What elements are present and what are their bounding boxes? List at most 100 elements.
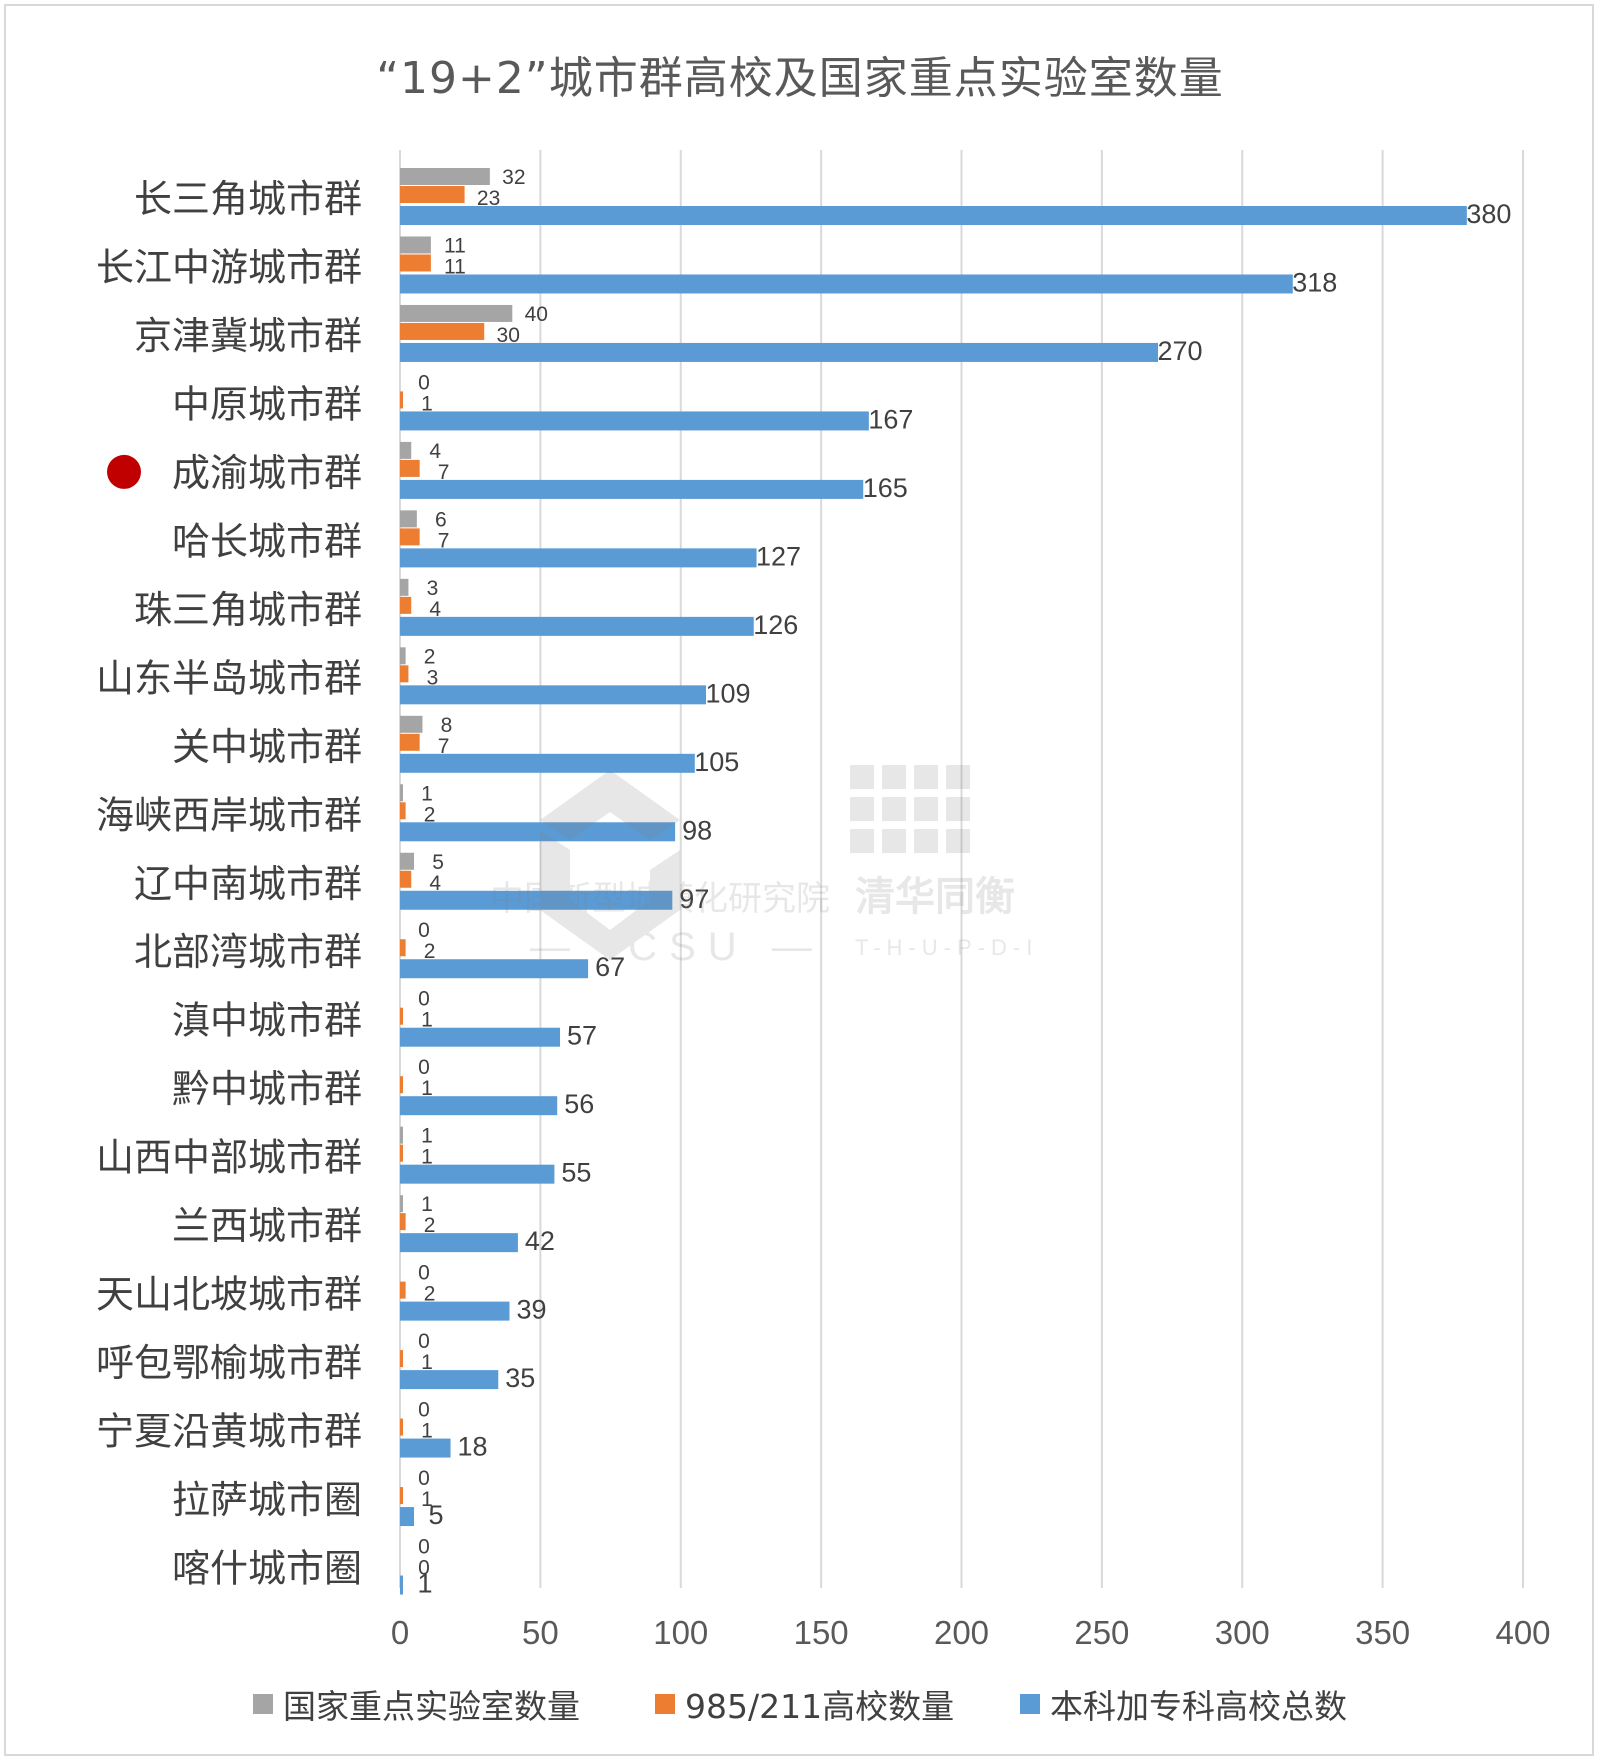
data-label: 57 bbox=[567, 1021, 597, 1051]
x-tick-label: 250 bbox=[1074, 1614, 1129, 1651]
bar bbox=[400, 596, 412, 614]
data-label: 4 bbox=[429, 872, 441, 895]
bar bbox=[400, 1233, 518, 1253]
x-tick-label: 0 bbox=[391, 1614, 409, 1651]
data-label: 0 bbox=[418, 1536, 430, 1559]
bar bbox=[400, 1213, 406, 1231]
category-label: 兰西城市群 bbox=[172, 1206, 362, 1248]
legend-swatch-labs bbox=[253, 1694, 273, 1714]
data-label: 0 bbox=[418, 1262, 430, 1285]
legend-label-labs: 国家重点实验室数量 bbox=[283, 1687, 580, 1726]
data-label: 42 bbox=[525, 1226, 555, 1256]
bars bbox=[400, 168, 1467, 1595]
data-label: 1 bbox=[421, 782, 433, 805]
bar bbox=[400, 342, 1159, 362]
category-label: 滇中城市群 bbox=[172, 1001, 362, 1043]
category-labels: 长三角城市群长江中游城市群京津冀城市群中原城市群成渝城市群哈长城市群珠三角城市群… bbox=[96, 179, 362, 1591]
bar bbox=[400, 441, 412, 459]
category-label: 拉萨城市圈 bbox=[172, 1480, 362, 1522]
chart-frame bbox=[4, 4, 1594, 1756]
bar bbox=[400, 1301, 510, 1321]
category-label: 中原城市群 bbox=[172, 384, 362, 426]
bar bbox=[400, 685, 707, 705]
watermark-org-en: — ICSU — bbox=[530, 925, 824, 969]
data-label: 1 bbox=[421, 1009, 433, 1032]
legend-item-total: 本科加专科高校总数 bbox=[1020, 1680, 1347, 1728]
bar bbox=[400, 647, 406, 665]
highlight-marker bbox=[107, 454, 141, 489]
data-label: 55 bbox=[561, 1158, 591, 1188]
category-label: 呼包鄂榆城市群 bbox=[96, 1343, 362, 1385]
data-label: 40 bbox=[525, 303, 548, 326]
bar bbox=[400, 665, 409, 683]
data-label: 0 bbox=[418, 988, 430, 1011]
data-label: 6 bbox=[435, 508, 447, 531]
data-label: 11 bbox=[444, 234, 466, 257]
bar bbox=[400, 1195, 403, 1213]
bar bbox=[400, 852, 415, 870]
data-label: 35 bbox=[505, 1363, 535, 1393]
data-label: 167 bbox=[868, 404, 913, 434]
data-label: 0 bbox=[418, 1557, 430, 1580]
data-label: 1 bbox=[421, 1125, 433, 1148]
bar bbox=[400, 959, 589, 979]
bar bbox=[400, 548, 757, 568]
bar bbox=[400, 274, 1293, 294]
data-label: 11 bbox=[444, 255, 466, 278]
bar bbox=[400, 206, 1467, 225]
bar bbox=[400, 1575, 403, 1595]
data-label: 0 bbox=[418, 371, 430, 394]
category-label: 哈长城市群 bbox=[172, 521, 362, 563]
data-label: 105 bbox=[694, 747, 739, 777]
data-label: 1 bbox=[421, 1146, 433, 1169]
data-label: 4 bbox=[429, 598, 441, 621]
data-label: 1 bbox=[421, 1351, 433, 1374]
bar bbox=[400, 890, 673, 910]
data-label: 5 bbox=[432, 851, 444, 874]
category-label: 长三角城市群 bbox=[134, 179, 362, 221]
bar bbox=[400, 733, 420, 751]
bar bbox=[400, 1027, 561, 1047]
bar bbox=[400, 784, 403, 802]
legend-label-total: 本科加专科高校总数 bbox=[1050, 1687, 1347, 1726]
category-label: 天山北坡城市群 bbox=[96, 1275, 362, 1317]
bar bbox=[400, 1487, 403, 1505]
data-label: 165 bbox=[863, 473, 908, 503]
watermark-logo-icon bbox=[540, 765, 970, 960]
bar bbox=[400, 1096, 558, 1116]
data-label: 2 bbox=[424, 940, 436, 963]
category-label: 关中城市群 bbox=[172, 727, 362, 769]
data-label: 2 bbox=[424, 1283, 436, 1306]
category-label: 珠三角城市群 bbox=[134, 590, 362, 632]
bar bbox=[400, 1350, 403, 1368]
legend-item-985-211: 985/211高校数量 bbox=[655, 1680, 954, 1728]
bar bbox=[400, 459, 420, 477]
chart-title: “19+2”城市群高校及国家重点实验室数量 bbox=[376, 53, 1224, 104]
bar bbox=[400, 822, 676, 842]
x-tick-label: 400 bbox=[1495, 1614, 1550, 1651]
data-label: 97 bbox=[679, 884, 709, 914]
category-label: 成渝城市群 bbox=[172, 453, 362, 495]
bar bbox=[400, 1370, 499, 1390]
data-label: 56 bbox=[564, 1089, 594, 1119]
bar bbox=[400, 802, 406, 820]
bar bbox=[400, 1281, 406, 1299]
bar bbox=[400, 254, 431, 272]
category-label: 黔中城市群 bbox=[172, 1069, 362, 1111]
bar bbox=[400, 411, 869, 431]
watermark: 中国新型城镇化研究院 — ICSU — 清华同衡 T-H-U-P-D-I bbox=[490, 765, 1032, 969]
data-label: 1 bbox=[421, 1420, 433, 1443]
data-label: 1 bbox=[421, 392, 433, 415]
bar bbox=[400, 1418, 403, 1436]
watermark-brand-cn: 清华同衡 bbox=[855, 875, 1015, 919]
bar bbox=[400, 304, 513, 322]
data-label: 67 bbox=[595, 952, 625, 982]
category-label: 山西中部城市群 bbox=[96, 1138, 362, 1180]
bar bbox=[400, 510, 417, 528]
data-label: 98 bbox=[682, 815, 712, 845]
x-tick-label: 350 bbox=[1355, 1614, 1410, 1651]
bar bbox=[400, 1438, 451, 1458]
legend: 国家重点实验室数量 985/211高校数量 本科加专科高校总数 bbox=[0, 1680, 1600, 1726]
x-axis-ticks: 0 50 100 150 200 250 300 350 400 bbox=[391, 1614, 1551, 1651]
legend-label-985-211: 985/211高校数量 bbox=[685, 1687, 955, 1726]
